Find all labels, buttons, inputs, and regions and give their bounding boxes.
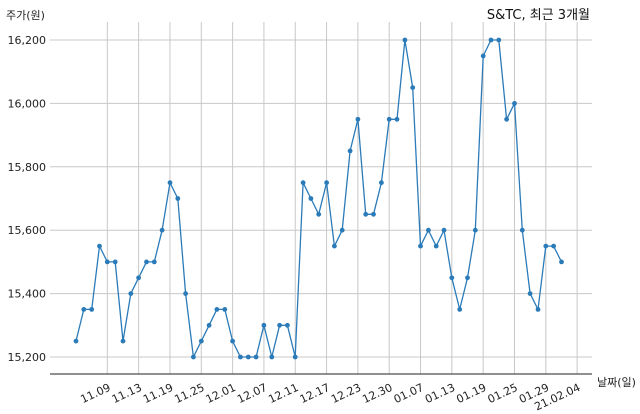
data-point xyxy=(488,37,494,43)
data-point xyxy=(519,227,525,233)
data-point xyxy=(535,307,541,312)
price-series xyxy=(73,37,564,360)
data-point xyxy=(347,148,353,154)
x-tick-label: 12.01 xyxy=(204,381,238,406)
data-point xyxy=(386,116,392,122)
data-point xyxy=(112,259,118,265)
x-tick-label: 12.07 xyxy=(235,381,269,406)
data-point xyxy=(441,227,447,233)
data-point xyxy=(245,354,251,360)
data-point xyxy=(324,180,329,186)
y-axis-title: 주가(원) xyxy=(6,9,45,22)
data-point xyxy=(457,307,463,312)
x-tick-label: 11.19 xyxy=(141,381,175,406)
data-point xyxy=(418,243,423,249)
x-tick-label: 01.07 xyxy=(392,381,426,406)
y-tick-label: 16,200 xyxy=(8,34,47,47)
data-point xyxy=(230,338,236,344)
x-tick-label: 12.30 xyxy=(360,381,394,406)
data-point xyxy=(97,243,102,249)
data-point xyxy=(151,259,157,265)
data-point xyxy=(355,116,361,122)
data-point xyxy=(394,116,400,122)
data-point xyxy=(277,322,282,328)
data-point xyxy=(379,180,384,186)
y-tick-label: 15,200 xyxy=(8,351,47,364)
data-point xyxy=(167,180,173,186)
data-point xyxy=(371,211,376,217)
data-point xyxy=(551,243,556,249)
x-tick-label: 11.25 xyxy=(173,381,207,406)
data-point xyxy=(512,101,517,106)
x-tick-label: 11.09 xyxy=(79,381,113,406)
data-point xyxy=(269,354,275,360)
data-point xyxy=(191,354,196,360)
grid-lines xyxy=(50,22,592,374)
data-point xyxy=(214,307,220,312)
data-point xyxy=(285,322,290,328)
x-tick-label: 01.13 xyxy=(423,381,457,406)
data-point xyxy=(472,227,478,233)
data-point xyxy=(480,53,486,59)
x-tick-label: 01.25 xyxy=(486,381,520,406)
series-line xyxy=(75,39,563,360)
data-point xyxy=(410,85,416,90)
data-point xyxy=(73,338,79,344)
data-point xyxy=(504,116,509,122)
y-tick-label: 15,400 xyxy=(8,288,47,301)
x-axis-title: 날짜(일) xyxy=(597,375,636,389)
x-tick-label: 01.19 xyxy=(454,381,488,406)
data-point xyxy=(332,243,337,249)
data-point xyxy=(316,211,322,217)
data-point xyxy=(426,227,431,233)
data-point xyxy=(433,243,439,249)
data-point xyxy=(253,354,259,360)
data-point xyxy=(527,291,533,296)
x-tick-labels: 11.0911.1311.1911.2512.0112.0712.1112.17… xyxy=(79,381,583,413)
data-point xyxy=(496,37,502,43)
data-point xyxy=(222,307,228,312)
data-point xyxy=(198,338,204,344)
data-point xyxy=(238,354,243,360)
data-point xyxy=(183,291,189,296)
data-point xyxy=(292,354,298,360)
data-point xyxy=(449,275,455,281)
x-tick-label: 11.13 xyxy=(110,381,144,406)
data-point xyxy=(363,211,369,217)
data-point xyxy=(465,275,470,281)
data-point xyxy=(175,196,181,201)
x-tick-label: 12.17 xyxy=(298,381,332,406)
y-tick-label: 15,600 xyxy=(8,224,47,237)
data-point xyxy=(89,307,95,312)
data-point xyxy=(128,291,134,296)
y-tick-labels: 15,200 15,400 15,600 15,800 16,000 16,200 xyxy=(8,34,47,364)
data-point xyxy=(104,259,110,265)
data-point xyxy=(261,322,267,328)
data-point xyxy=(136,275,142,281)
x-tick-label: 12.11 xyxy=(266,381,300,406)
data-point xyxy=(559,259,564,265)
data-point xyxy=(543,243,549,249)
data-point xyxy=(144,259,149,265)
data-point xyxy=(120,338,126,344)
y-tick-label: 15,800 xyxy=(8,161,47,174)
data-point xyxy=(81,307,87,312)
y-tick-label: 16,000 xyxy=(8,97,47,110)
data-point xyxy=(308,196,314,201)
data-point xyxy=(300,180,306,186)
data-point xyxy=(159,227,165,233)
chart-title: S&TC, 최근 3개월 xyxy=(487,8,590,23)
data-point xyxy=(206,322,212,328)
x-tick-label: 12.23 xyxy=(329,381,363,406)
data-point xyxy=(402,37,408,43)
data-point xyxy=(339,227,345,233)
